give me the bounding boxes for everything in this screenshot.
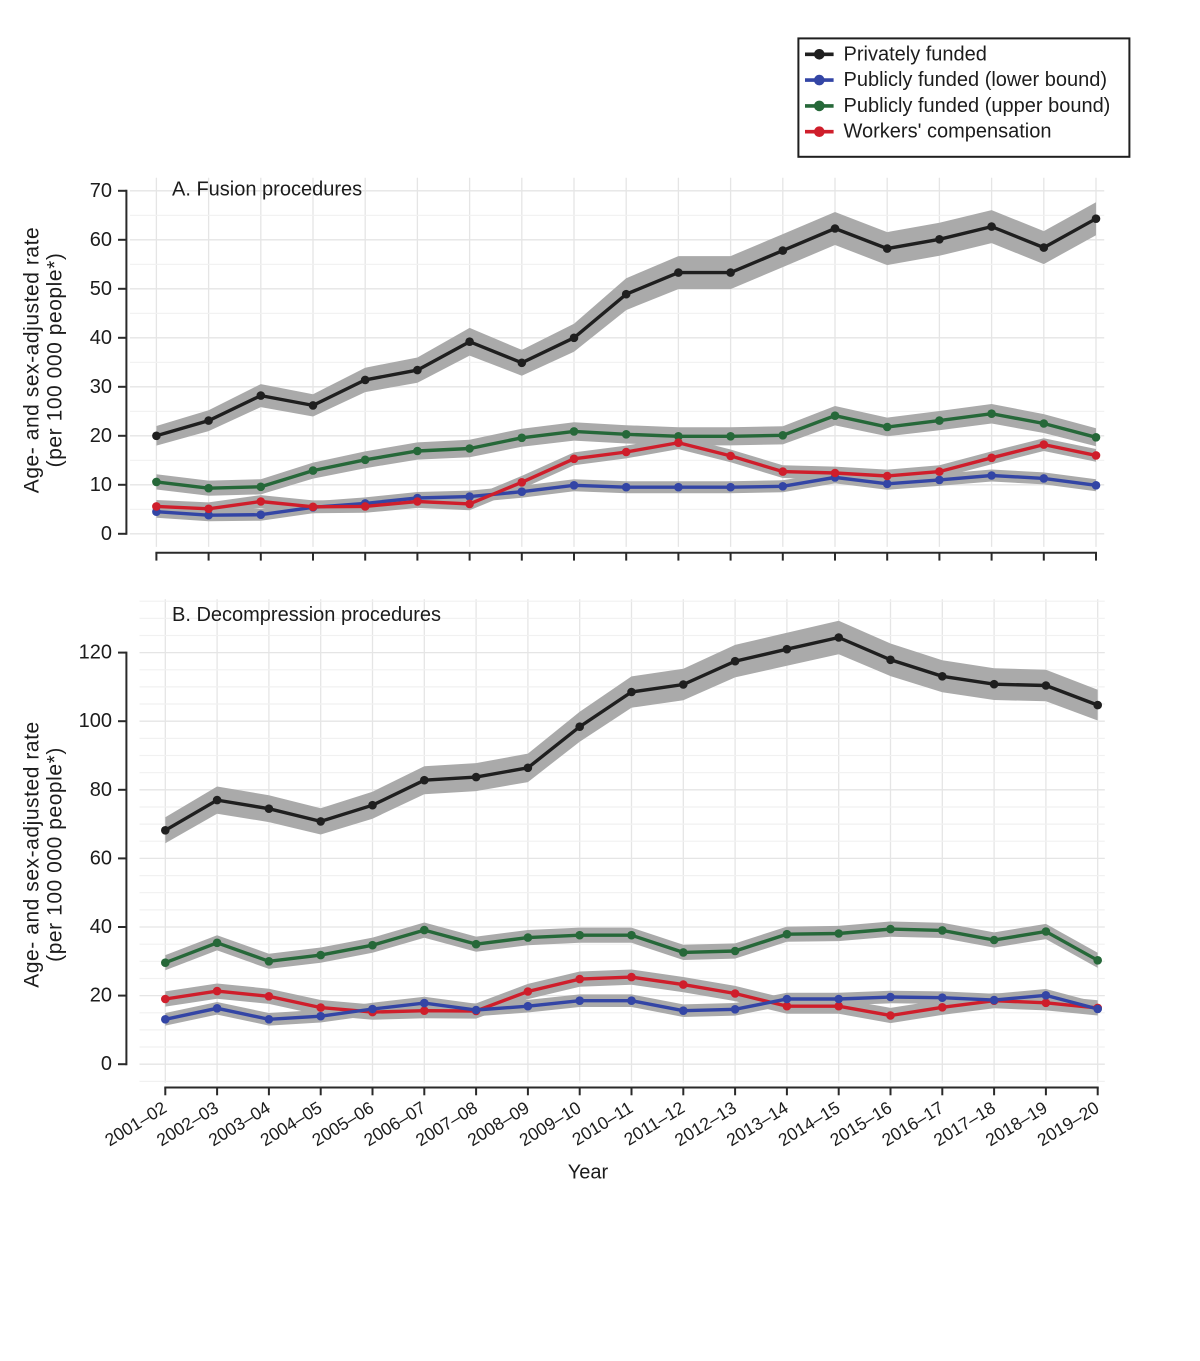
svg-text:20: 20 (90, 985, 112, 1007)
svg-text:Year: Year (568, 1162, 609, 1184)
svg-text:Privately funded: Privately funded (844, 43, 987, 65)
svg-text:50: 50 (90, 278, 112, 300)
svg-text:80: 80 (90, 779, 112, 801)
svg-text:100: 100 (79, 710, 112, 732)
svg-text:70: 70 (90, 180, 112, 202)
svg-text:20: 20 (90, 425, 112, 447)
svg-text:B. Decompression procedures: B. Decompression procedures (172, 604, 441, 626)
svg-text:Age- and sex-adjusted rate: Age- and sex-adjusted rate (21, 227, 44, 493)
svg-text:Workers' compensation: Workers' compensation (844, 121, 1052, 143)
svg-text:(per 100 000 people*): (per 100 000 people*) (44, 747, 67, 962)
svg-text:Publicly funded (upper bound): Publicly funded (upper bound) (844, 95, 1111, 117)
svg-text:0: 0 (101, 1053, 112, 1075)
svg-text:10: 10 (90, 474, 112, 496)
svg-text:30: 30 (90, 376, 112, 398)
svg-text:A. Fusion procedures: A. Fusion procedures (172, 179, 362, 201)
svg-text:0: 0 (101, 523, 112, 545)
svg-text:Age- and sex-adjusted rate: Age- and sex-adjusted rate (21, 721, 44, 987)
svg-text:40: 40 (90, 327, 112, 349)
svg-text:60: 60 (90, 847, 112, 869)
svg-text:(per 100 000 people*): (per 100 000 people*) (44, 253, 67, 468)
svg-text:40: 40 (90, 916, 112, 938)
svg-text:120: 120 (79, 642, 112, 664)
svg-text:60: 60 (90, 229, 112, 251)
svg-text:Publicly funded (lower bound): Publicly funded (lower bound) (844, 69, 1108, 91)
